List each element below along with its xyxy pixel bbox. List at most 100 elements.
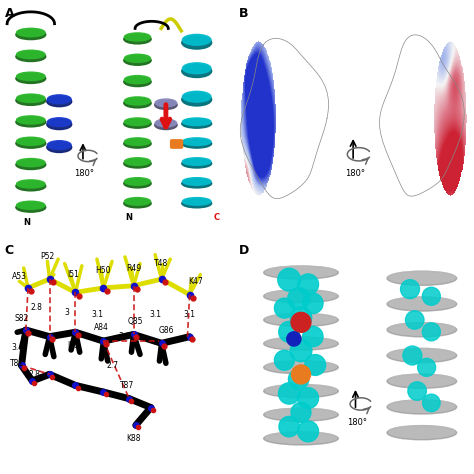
Text: I83: I83 [67,341,79,350]
Circle shape [290,340,312,362]
Circle shape [303,327,323,347]
Ellipse shape [265,408,337,419]
Text: T87: T87 [120,381,134,390]
Circle shape [274,350,294,370]
Circle shape [303,293,323,314]
Ellipse shape [17,28,45,36]
Ellipse shape [264,361,338,374]
Ellipse shape [16,73,46,83]
Ellipse shape [47,142,72,153]
Ellipse shape [124,77,151,87]
Ellipse shape [265,313,337,324]
Ellipse shape [17,94,45,102]
Ellipse shape [182,36,211,49]
Text: 2.7: 2.7 [106,361,118,370]
Ellipse shape [182,138,211,146]
Circle shape [278,383,300,404]
Circle shape [422,394,440,411]
Ellipse shape [47,96,72,107]
Ellipse shape [182,178,211,185]
Text: 3: 3 [64,308,69,317]
Ellipse shape [387,426,456,440]
Text: A: A [5,7,14,20]
Circle shape [292,365,310,384]
Text: A84: A84 [94,323,109,332]
Ellipse shape [389,323,455,334]
Circle shape [279,321,300,342]
Text: T81: T81 [10,359,24,368]
Ellipse shape [264,290,338,303]
Ellipse shape [389,297,455,309]
Ellipse shape [16,95,46,105]
Ellipse shape [264,432,338,445]
Ellipse shape [124,179,151,188]
Ellipse shape [182,179,211,188]
Text: 2.8: 2.8 [28,370,40,379]
Circle shape [291,402,311,422]
Ellipse shape [17,137,45,146]
Circle shape [408,382,427,400]
Circle shape [288,288,310,310]
Ellipse shape [182,199,211,208]
Ellipse shape [47,95,71,104]
Ellipse shape [387,348,456,363]
Ellipse shape [389,348,455,360]
Ellipse shape [124,97,150,105]
Ellipse shape [265,361,337,372]
Ellipse shape [387,297,456,311]
Circle shape [401,280,419,299]
Ellipse shape [124,198,150,205]
Text: B: B [239,7,249,20]
Ellipse shape [16,30,46,40]
Text: H50: H50 [96,266,111,275]
Ellipse shape [387,374,456,388]
Ellipse shape [155,99,176,107]
Ellipse shape [16,138,46,148]
Text: K47: K47 [189,277,203,286]
Text: Q85: Q85 [128,317,144,326]
Ellipse shape [389,271,455,283]
Ellipse shape [182,119,211,128]
Text: 180°: 180° [347,418,367,427]
Ellipse shape [182,65,211,78]
Ellipse shape [182,93,211,106]
Ellipse shape [16,52,46,62]
Ellipse shape [387,271,456,285]
Ellipse shape [264,337,338,350]
Circle shape [274,298,294,318]
Text: R49: R49 [126,264,141,273]
Text: T48: T48 [155,259,169,268]
Ellipse shape [387,323,456,337]
Text: 3.4: 3.4 [11,343,23,352]
Ellipse shape [124,139,151,148]
Ellipse shape [265,432,337,443]
Text: D: D [239,244,250,257]
Circle shape [403,346,422,365]
Circle shape [298,388,319,409]
Text: N: N [126,213,133,222]
Text: 180°: 180° [345,169,365,178]
Ellipse shape [182,159,211,168]
Ellipse shape [264,313,338,327]
Ellipse shape [124,178,150,185]
Ellipse shape [387,400,456,414]
Text: I51: I51 [67,270,79,279]
Circle shape [288,369,309,390]
Ellipse shape [124,159,151,168]
Ellipse shape [265,384,337,395]
Ellipse shape [182,198,211,205]
Ellipse shape [124,98,151,108]
Circle shape [405,311,424,329]
Ellipse shape [124,75,150,84]
Text: 180°: 180° [74,169,94,178]
Ellipse shape [47,141,71,149]
Ellipse shape [264,266,338,279]
Ellipse shape [124,119,151,128]
Ellipse shape [265,290,337,301]
Circle shape [287,332,301,346]
Text: P52: P52 [40,253,55,262]
Text: 3.1: 3.1 [91,310,103,319]
Ellipse shape [182,118,211,126]
Text: K88: K88 [127,434,141,443]
Ellipse shape [182,139,211,148]
